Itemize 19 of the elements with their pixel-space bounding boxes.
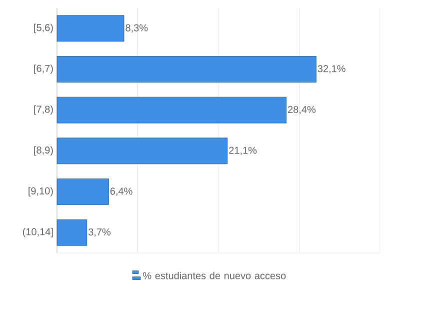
data-label: 28,4% [288,106,316,114]
y-tick-label: [6,7) [34,64,53,74]
bar [56,178,109,205]
data-label: 21,1% [229,146,257,156]
data-label: 3,7% [88,228,111,237]
y-tick-label: [8,9) [34,146,53,156]
bar [56,56,316,82]
bar [56,15,124,42]
y-tick-label: (10,14] [22,228,53,238]
bar [56,96,287,124]
y-tick-label: [9,10) [28,187,53,196]
y-tick-label: [7,8) [34,105,53,115]
y-tick-label: [5,6) [34,24,53,34]
data-label: 32,1% [318,65,346,74]
data-label: 8,3% [126,24,148,33]
bar [56,138,228,164]
bar [56,219,88,246]
data-label: 6,4% [110,188,132,196]
legend-label: % estudiantes de nuevo acceso [143,272,286,280]
